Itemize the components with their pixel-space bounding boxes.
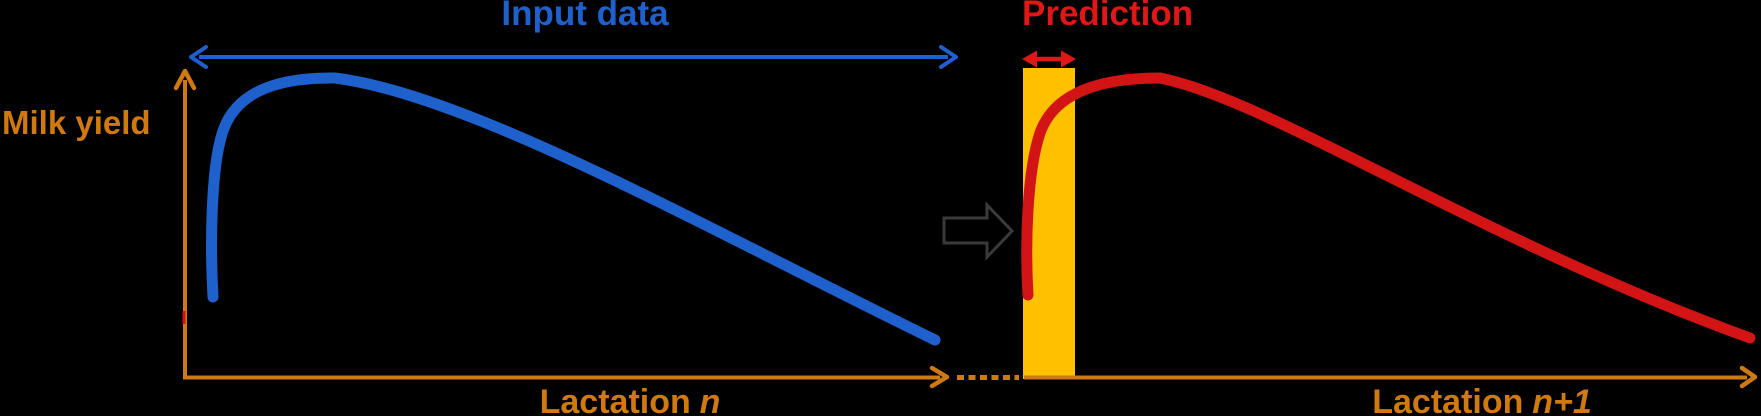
prediction-curve	[1021, 72, 1756, 344]
input-span-left-arrowhead-icon	[189, 45, 208, 69]
lactation-n1-text: Lactation	[1372, 383, 1524, 416]
prediction-label: Prediction	[1022, 0, 1194, 33]
input-data-span-arrow	[189, 45, 958, 69]
x-axis-mid-arrowhead-icon	[929, 365, 950, 389]
input-span-right-arrowhead-icon	[939, 45, 958, 69]
lactation-n1-variable: n+1	[1532, 383, 1592, 416]
prediction-span-arrow	[1022, 50, 1076, 68]
x-axis-end-arrowhead-icon	[1739, 365, 1758, 389]
lactation-n-variable: n	[699, 383, 721, 416]
input-data-label: Input data	[501, 0, 669, 33]
prediction-span-left-arrowhead-icon	[1022, 50, 1037, 68]
axes	[173, 68, 1758, 389]
input-curve	[206, 72, 941, 346]
y-axis-label: Milk yield	[2, 104, 151, 141]
x-axis-label-lactation-n1: Lactation n+1	[1332, 382, 1632, 416]
y-axis-arrowhead-icon	[173, 68, 197, 91]
prediction-span-right-arrowhead-icon	[1061, 50, 1076, 68]
lactation-n-text: Lactation	[539, 383, 691, 416]
transform-arrow-icon	[942, 201, 1015, 261]
x-axis-label-lactation-n: Lactation n	[480, 382, 780, 416]
